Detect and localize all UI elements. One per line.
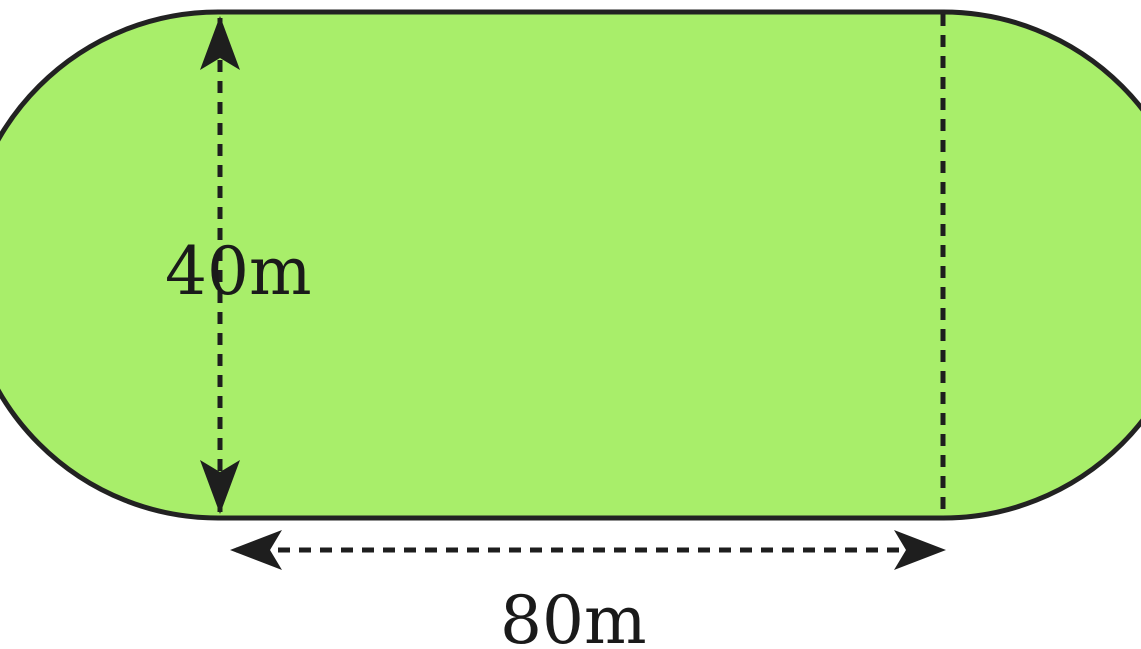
length-arrow-right — [894, 530, 946, 570]
width-arrow-bottom — [200, 460, 240, 514]
length-arrow-left — [230, 530, 282, 570]
width-label: 40m — [165, 233, 312, 310]
width-arrow-top — [200, 16, 240, 70]
length-label: 80m — [500, 582, 647, 649]
stadium-shape — [0, 9, 1141, 521]
